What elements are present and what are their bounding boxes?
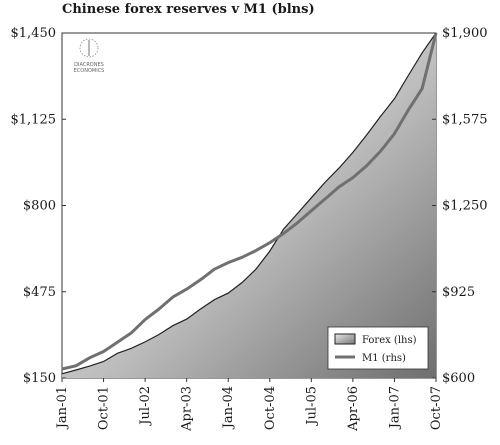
logo-line-1: DIACRONES: [74, 62, 104, 68]
y-left-tick-label: $1,125: [11, 112, 57, 127]
y-right-tick-label: $600: [442, 371, 475, 386]
chart-title: Chinese forex reserves v M1 (blns): [62, 2, 315, 17]
y-right-tick-label: $1,250: [442, 199, 488, 214]
y-left-tick-label: $1,450: [11, 26, 57, 41]
m1-line: [61, 32, 438, 371]
y-right-tick-label: $1,900: [442, 26, 488, 41]
x-tick-label: Jan-01: [55, 386, 70, 430]
y-right-tick-label: $925: [442, 285, 475, 300]
x-tick-label: Oct-01: [97, 386, 112, 430]
forex-area: [62, 33, 436, 378]
x-tick-label: Jul-05: [304, 386, 319, 427]
forex-outline: [61, 32, 437, 375]
legend: Forex (lhs) M1 (rhs): [327, 326, 429, 370]
x-tick-label: Apr-03: [180, 386, 195, 432]
logo-line-2: ECONOMICS: [74, 68, 105, 74]
legend-swatch-forex: [334, 333, 356, 345]
y-left-tick-label: $475: [23, 285, 56, 300]
x-tick-label: Jul-02: [138, 386, 153, 427]
x-tick-label: Oct-04: [263, 386, 278, 430]
x-tick-label: Oct-07: [429, 386, 444, 430]
legend-label-m1: M1 (rhs): [362, 353, 406, 364]
y-left-tick-label: $800: [23, 199, 56, 214]
y-right-tick-label: $1,575: [442, 112, 488, 127]
x-tick-label: Jan-04: [221, 386, 236, 430]
y-left-tick-label: $150: [23, 371, 56, 386]
x-tick-label: Apr-06: [346, 386, 361, 432]
x-tick-label: Jan-07: [387, 386, 402, 430]
legend-label-forex: Forex (lhs): [362, 335, 417, 346]
watermark-logo: DIACRONES ECONOMICS: [74, 38, 105, 74]
